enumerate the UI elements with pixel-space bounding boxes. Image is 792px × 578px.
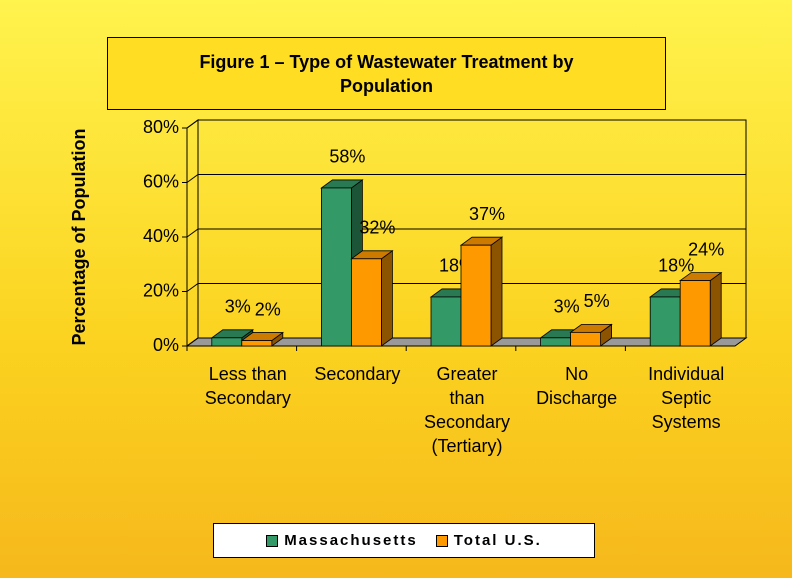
chart-title: Figure 1 – Type of Wastewater Treatment … <box>107 37 666 110</box>
grid-line <box>186 174 746 183</box>
data-label: 24% <box>688 239 724 259</box>
y-tick-label: 80% <box>143 117 179 137</box>
x-tick-label: Individual Septic Systems <box>648 364 725 432</box>
bar-side <box>380 250 393 347</box>
grid-line <box>186 228 746 238</box>
data-label: 3% <box>554 297 580 317</box>
x-tick-label: Greater than Secondary (Tertiary) <box>423 364 511 456</box>
data-label: 37% <box>469 204 505 224</box>
bar <box>649 296 681 347</box>
y-axis-label: Percentage of Population <box>69 128 89 345</box>
legend-swatch <box>435 535 448 548</box>
x-tick-label: Less than Secondary <box>204 364 291 408</box>
legend-label: Total U.S. <box>453 532 542 549</box>
y-tick-label: 60% <box>143 171 179 191</box>
bar <box>460 244 492 347</box>
y-tick-label: 40% <box>143 226 179 246</box>
bar <box>679 280 711 347</box>
data-label: 58% <box>329 147 365 167</box>
bar <box>211 337 243 347</box>
legend: Massachusetts Total U.S. <box>213 523 595 558</box>
legend-item: Total U.S. <box>435 532 542 549</box>
y-tick-label: 0% <box>153 335 179 355</box>
x-tick-label: No Discharge <box>536 364 618 408</box>
bar <box>241 340 273 347</box>
data-label: 18% <box>658 256 694 276</box>
bar <box>540 337 571 347</box>
bar-side <box>490 236 503 347</box>
grid-line <box>186 119 746 129</box>
data-label: 3% <box>225 297 251 317</box>
legend-swatch <box>266 535 279 548</box>
bar <box>570 331 601 347</box>
bar-side <box>709 271 722 347</box>
legend-label: Massachusetts <box>284 532 418 549</box>
bar <box>320 187 352 347</box>
grid-line <box>186 283 746 292</box>
data-label: 5% <box>584 291 610 311</box>
bar <box>430 296 462 347</box>
x-tick-label: Secondary <box>314 364 401 384</box>
data-label: 32% <box>359 218 395 238</box>
y-tick-label: 20% <box>143 280 179 300</box>
bar <box>350 258 382 347</box>
legend-item: Massachusetts <box>266 532 418 549</box>
data-label: 2% <box>255 299 281 319</box>
